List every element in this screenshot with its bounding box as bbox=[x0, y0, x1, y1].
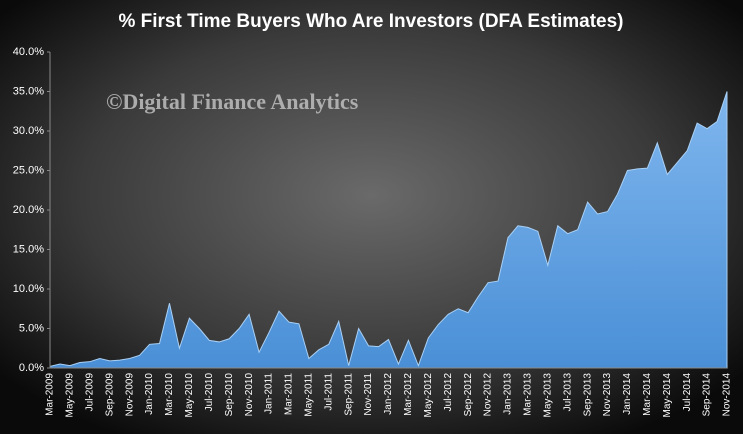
y-tick-label: 15.0% bbox=[13, 243, 44, 255]
x-tick-label: May-2009 bbox=[65, 373, 76, 418]
x-tick-label: Sep-2014 bbox=[702, 373, 713, 417]
x-tick-label: Sep-2011 bbox=[343, 373, 354, 416]
y-tick-label: 30.0% bbox=[13, 125, 44, 137]
y-tick-label: 5.0% bbox=[19, 322, 44, 334]
x-tick-label: Nov-2011 bbox=[363, 373, 374, 416]
x-tick-label: Nov-2013 bbox=[602, 373, 613, 417]
y-tick-label: 0.0% bbox=[19, 362, 44, 374]
x-tick-label: Mar-2009 bbox=[45, 373, 56, 416]
x-tick-label: Sep-2010 bbox=[224, 373, 235, 417]
y-tick-label: 10.0% bbox=[13, 283, 44, 295]
x-tick-label: Jul-2012 bbox=[443, 373, 454, 412]
x-tick-label: Nov-2014 bbox=[722, 373, 733, 417]
x-tick-label: Jul-2009 bbox=[84, 373, 95, 412]
x-tick-label: May-2013 bbox=[542, 373, 553, 418]
x-tick-label: Mar-2010 bbox=[164, 373, 175, 416]
x-tick-label: May-2010 bbox=[184, 373, 195, 418]
y-tick-label: 20.0% bbox=[13, 204, 44, 216]
x-tick-label: Jan-2012 bbox=[383, 373, 394, 415]
x-tick-label: Nov-2012 bbox=[483, 373, 494, 417]
x-tick-label: Nov-2009 bbox=[124, 373, 135, 417]
x-tick-label: Jul-2014 bbox=[682, 373, 693, 412]
x-tick-label: Sep-2012 bbox=[463, 373, 474, 417]
y-tick-label: 25.0% bbox=[13, 164, 44, 176]
x-tick-label: Mar-2014 bbox=[642, 373, 653, 416]
x-tick-label: Jul-2013 bbox=[562, 373, 573, 412]
x-tick-label: Jul-2011 bbox=[323, 373, 334, 411]
x-tick-label: Mar-2012 bbox=[403, 373, 414, 416]
x-tick-label: May-2011 bbox=[303, 373, 314, 417]
area bbox=[49, 91, 728, 369]
y-tick-label: 40.0% bbox=[13, 46, 44, 58]
watermark: ©Digital Finance Analytics bbox=[106, 89, 359, 114]
x-tick-label: Mar-2013 bbox=[523, 373, 534, 416]
x-tick-label: Sep-2009 bbox=[104, 373, 115, 417]
x-tick-label: Jul-2010 bbox=[204, 373, 215, 412]
x-tick-label: May-2012 bbox=[423, 373, 434, 418]
x-tick-label: Jan-2013 bbox=[503, 373, 514, 415]
x-tick-label: May-2014 bbox=[662, 373, 673, 418]
x-tick-label: Jan-2014 bbox=[622, 373, 633, 415]
x-tick-label: Jan-2010 bbox=[144, 373, 155, 415]
chart-title: % First Time Buyers Who Are Investors (D… bbox=[118, 11, 623, 32]
x-tick-label: Sep-2013 bbox=[582, 373, 593, 417]
x-tick-label: Mar-2011 bbox=[284, 373, 295, 415]
y-tick-label: 35.0% bbox=[13, 85, 44, 97]
x-tick-label: Jan-2011 bbox=[264, 373, 275, 414]
x-tick-label: Nov-2010 bbox=[244, 373, 255, 417]
